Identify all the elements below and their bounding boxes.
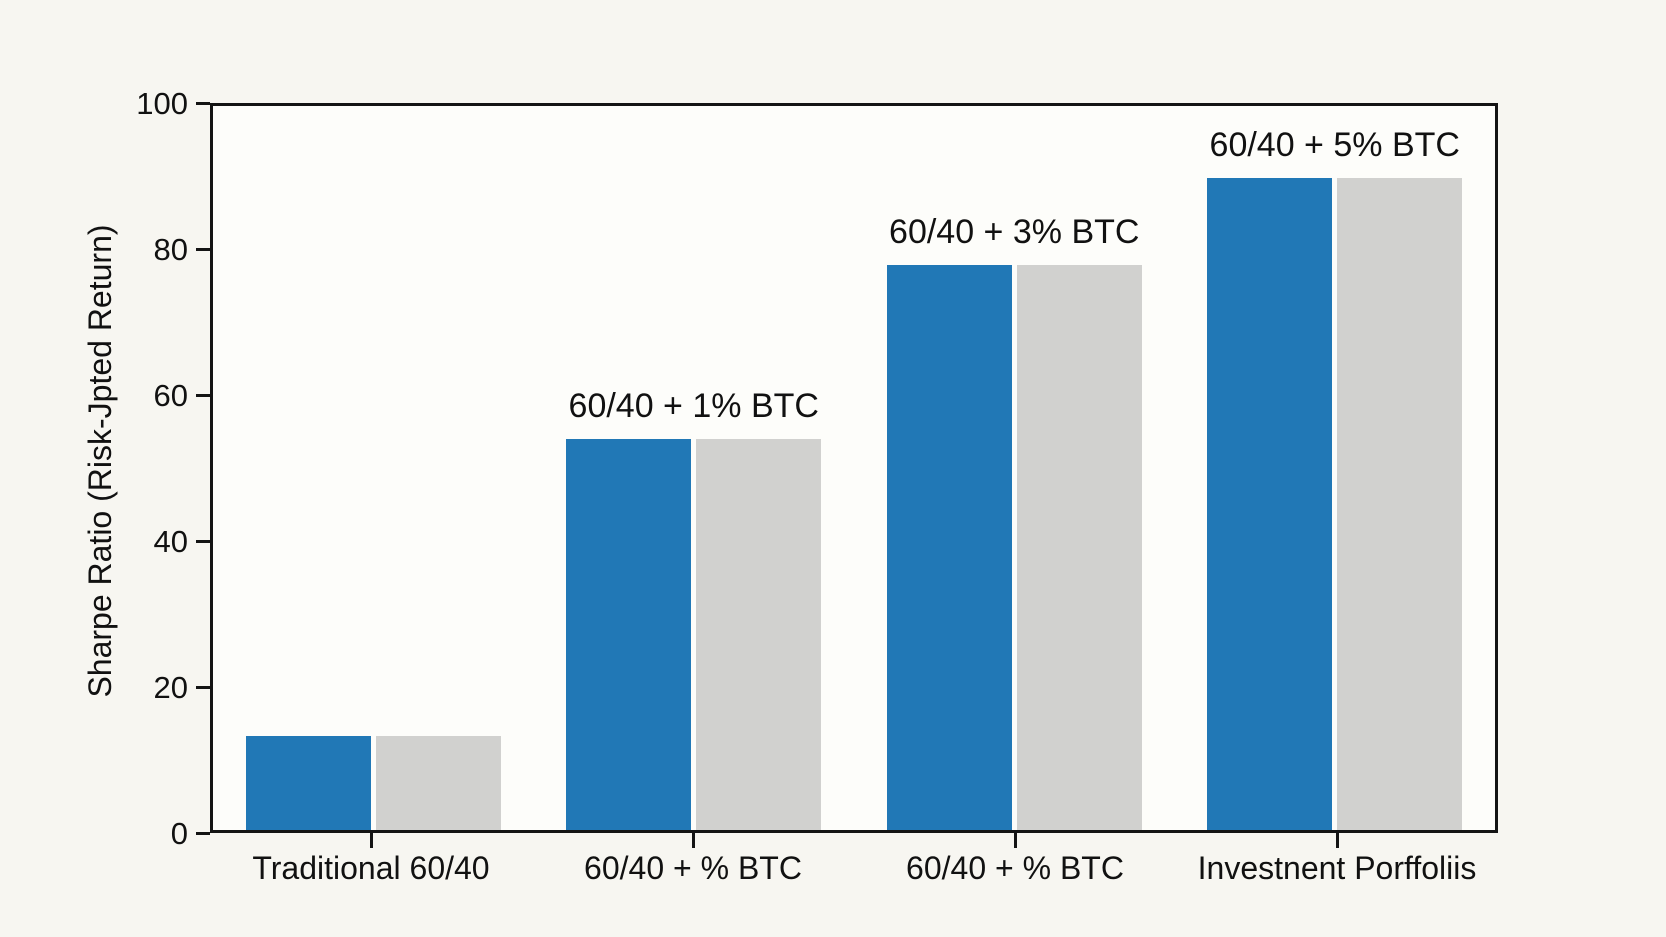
y-tick-label: 100: [136, 86, 188, 121]
bar-groups-container: 60/40 + 1% BTC 60/40 + 3% BTC 60/40 + 5% B…: [213, 106, 1495, 830]
bar-gray-bars: [1016, 265, 1142, 830]
y-tick-label: 60: [153, 378, 188, 413]
bar-group: 60/40 + 3% BTC: [854, 106, 1175, 830]
bar-group: 60/40 + 5% BTC: [1175, 106, 1496, 830]
y-tick-mark: [196, 394, 210, 397]
bar-annotation: 60/40 + 5% BTC: [1209, 125, 1460, 164]
x-axis-label: 60/40 + % BTC: [584, 850, 802, 886]
y-tick-mark: [196, 540, 210, 543]
y-tick-label: 20: [153, 670, 188, 705]
x-axis-label: 60/40 + % BTC: [906, 850, 1124, 886]
bar-blue-bars: [245, 736, 371, 830]
y-tick-mark: [196, 832, 210, 835]
bar-blue-bars: [1207, 178, 1333, 830]
bars-row: [886, 265, 1142, 830]
y-tick-mark: [196, 102, 210, 105]
bars-row: [566, 439, 822, 830]
bars-row: [1207, 178, 1463, 830]
x-tick-mark: [1014, 833, 1017, 848]
bar-group: [213, 106, 534, 830]
y-tick-mark: [196, 686, 210, 689]
bars-row: [245, 736, 501, 830]
y-tick-label: 80: [153, 232, 188, 267]
plot-area: 60/40 + 1% BTC 60/40 + 3% BTC 60/40 + 5% B…: [210, 103, 1498, 833]
bar-blue-bars: [886, 265, 1012, 830]
bar-gray-bars: [1337, 178, 1463, 830]
bar-gray-bars: [375, 736, 501, 830]
bar-annotation: 60/40 + 3% BTC: [889, 212, 1140, 251]
y-tick-label: 0: [170, 816, 188, 851]
bar-gray-bars: [696, 439, 822, 830]
x-tick-mark: [370, 833, 373, 848]
x-tick-mark: [692, 833, 695, 848]
y-tick-mark: [196, 248, 210, 251]
y-axis-title: Sharpe Ratio (Risk-Jpted Return): [82, 224, 118, 698]
x-axis-label: Traditional 60/40: [252, 850, 490, 886]
y-tick-label: 40: [153, 524, 188, 559]
x-tick-mark: [1336, 833, 1339, 848]
bar-group: 60/40 + 1% BTC: [534, 106, 855, 830]
bar-blue-bars: [566, 439, 692, 830]
x-axis-label: Investnent Porffoliis: [1197, 850, 1477, 886]
bar-annotation: 60/40 + 1% BTC: [568, 386, 819, 425]
